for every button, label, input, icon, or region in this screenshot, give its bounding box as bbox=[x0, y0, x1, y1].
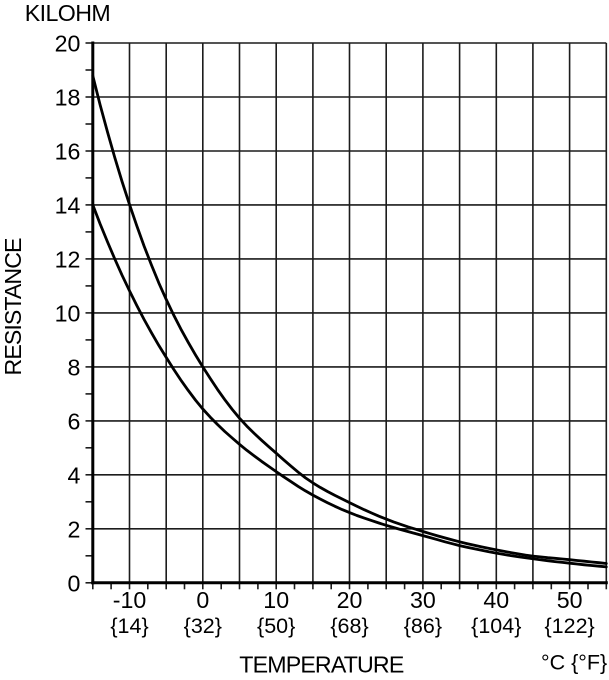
svg-text:{86}: {86} bbox=[404, 614, 442, 638]
svg-text:2: 2 bbox=[67, 516, 80, 542]
svg-text:10: 10 bbox=[55, 300, 81, 326]
svg-text:4: 4 bbox=[67, 462, 80, 488]
svg-text:{32}: {32} bbox=[184, 614, 222, 638]
svg-text:{122}: {122} bbox=[544, 614, 594, 638]
svg-text:6: 6 bbox=[67, 408, 80, 434]
svg-text:10: 10 bbox=[263, 587, 289, 613]
svg-text:RESISTANCE: RESISTANCE bbox=[0, 238, 26, 376]
svg-text:40: 40 bbox=[483, 587, 509, 613]
svg-text:0: 0 bbox=[67, 570, 80, 596]
svg-text:{68}: {68} bbox=[330, 614, 368, 638]
svg-text:0: 0 bbox=[196, 587, 209, 613]
svg-text:20: 20 bbox=[55, 31, 81, 57]
svg-text:-10: -10 bbox=[113, 587, 147, 613]
svg-text:{50}: {50} bbox=[257, 614, 295, 638]
svg-text:50: 50 bbox=[557, 587, 583, 613]
svg-text:KILOHM: KILOHM bbox=[25, 0, 111, 26]
svg-text:12: 12 bbox=[55, 246, 81, 272]
svg-text:TEMPERATURE: TEMPERATURE bbox=[239, 651, 404, 677]
svg-text:16: 16 bbox=[55, 139, 81, 165]
svg-text:20: 20 bbox=[337, 587, 363, 613]
svg-text:14: 14 bbox=[55, 192, 81, 218]
svg-text:{14}: {14} bbox=[110, 614, 148, 638]
svg-text:°C {°F}: °C {°F} bbox=[541, 651, 607, 675]
svg-text:18: 18 bbox=[55, 85, 81, 111]
svg-text:8: 8 bbox=[67, 354, 80, 380]
svg-text:{104}: {104} bbox=[471, 614, 521, 638]
svg-text:30: 30 bbox=[410, 587, 436, 613]
